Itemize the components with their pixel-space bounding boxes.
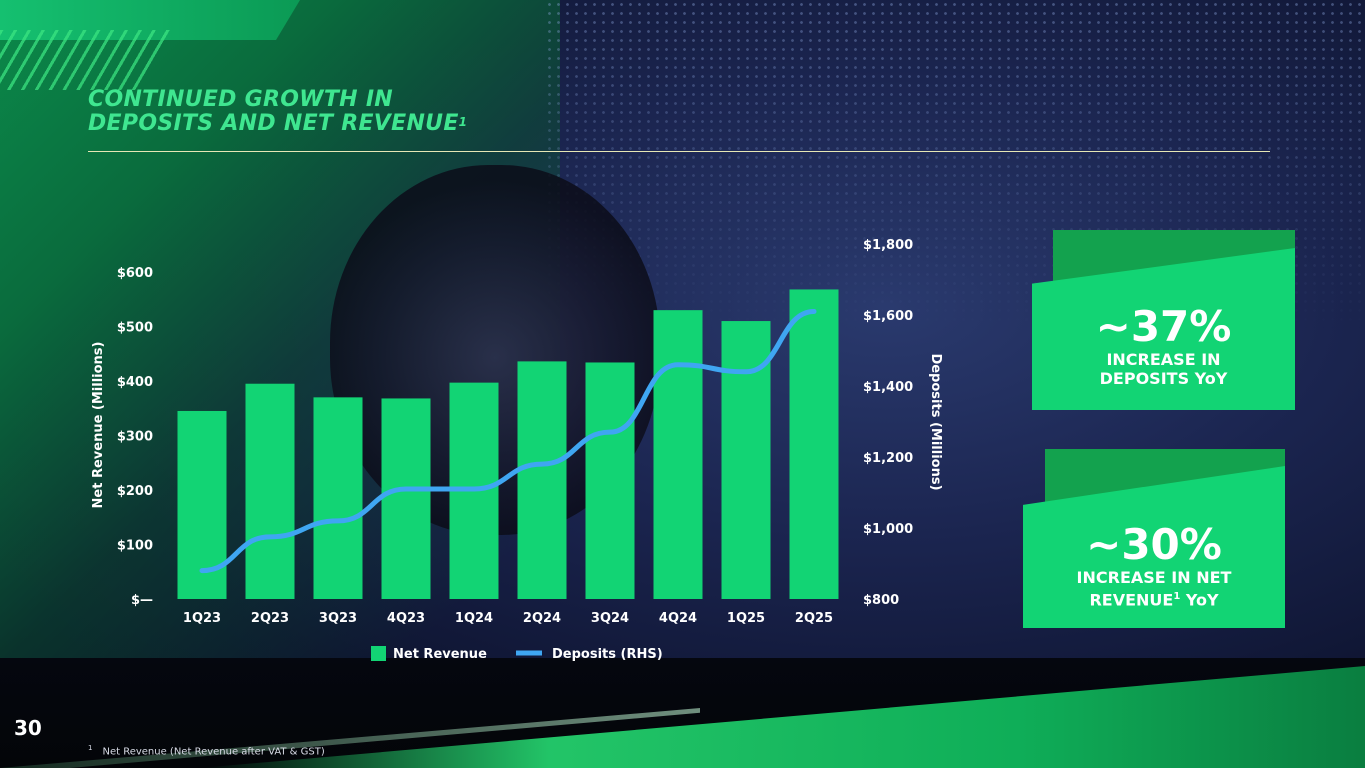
y-tick-label-left: $600 xyxy=(117,266,153,281)
y-tick-label-right: $1,200 xyxy=(863,451,913,466)
stat-net-revenue-footnote-marker: 1 xyxy=(1173,591,1181,603)
legend-label-net-revenue: Net Revenue xyxy=(393,647,487,662)
legend-swatch-net-revenue xyxy=(371,646,386,661)
bar-4Q23 xyxy=(381,398,431,599)
x-tick-label: 2Q24 xyxy=(523,611,561,626)
legend-label-deposits: Deposits (RHS) xyxy=(552,647,663,662)
x-tick-label: 1Q25 xyxy=(727,611,765,626)
title-line-2-text: DEPOSITS AND NET REVENUE xyxy=(88,111,459,136)
page-title: CONTINUED GROWTH IN DEPOSITS AND NET REV… xyxy=(88,88,788,136)
stat-net-revenue-value: ~30% xyxy=(1086,520,1222,570)
bar-2Q25 xyxy=(789,289,839,599)
stat-deposits-label-1: INCREASE IN xyxy=(1106,350,1221,369)
title-line-1: CONTINUED GROWTH IN xyxy=(88,87,394,112)
x-tick-label: 1Q23 xyxy=(183,611,221,626)
stat-net-revenue-label-2-text: REVENUE xyxy=(1089,590,1174,610)
bar-2Q23 xyxy=(245,383,295,599)
y-tick-label-right: $1,800 xyxy=(863,238,913,253)
x-tick-label: 1Q24 xyxy=(455,611,493,626)
deposits-line xyxy=(199,308,817,574)
x-tick-label: 2Q23 xyxy=(251,611,289,626)
stat-net-revenue-card: ~30% INCREASE IN NET REVENUE1 YoY xyxy=(1023,466,1285,628)
y-tick-label-left: $300 xyxy=(117,430,153,445)
x-tick-label: 4Q23 xyxy=(387,611,425,626)
y-tick-label-left: $500 xyxy=(117,321,153,336)
page-number: 30 xyxy=(14,716,42,740)
stat-net-revenue-label-2-suffix: YoY xyxy=(1180,590,1219,610)
stat-net-revenue-label-1: INCREASE IN NET xyxy=(1076,568,1232,588)
bar-2Q24 xyxy=(517,361,567,599)
x-tick-label: 3Q24 xyxy=(591,611,629,626)
bar-3Q23 xyxy=(313,397,363,599)
title-line-2: DEPOSITS AND NET REVENUE1 xyxy=(88,112,788,136)
y-tick-label-left: $— xyxy=(131,593,153,608)
y-tick-label-left: $200 xyxy=(117,484,153,499)
y-tick-label-right: $1,400 xyxy=(863,380,913,395)
footnote: 1 Net Revenue (Net Revenue after VAT & GS… xyxy=(88,744,325,757)
footnote-text: Net Revenue (Net Revenue after VAT & GST… xyxy=(102,746,325,758)
x-tick-label: 4Q24 xyxy=(659,611,697,626)
title-divider xyxy=(88,151,1270,152)
y-tick-label-left: $400 xyxy=(117,375,153,390)
y-tick-label-left: $100 xyxy=(117,539,153,554)
y-tick-label-right: $1,600 xyxy=(863,309,913,324)
y-axis-title-left: Net Revenue (Millions) xyxy=(91,342,106,509)
x-tick-label: 2Q25 xyxy=(795,611,833,626)
title-footnote-marker: 1 xyxy=(458,115,468,129)
stat-net-revenue-label-2: REVENUE1 YoY xyxy=(1089,587,1219,610)
y-tick-label-right: $800 xyxy=(863,593,899,608)
stat-deposits-value: ~37% xyxy=(1095,302,1232,351)
y-axis-title-right: Deposits (Millions) xyxy=(928,353,943,490)
x-tick-label: 3Q23 xyxy=(319,611,357,626)
y-tick-label-right: $1,000 xyxy=(863,522,913,537)
bar-4Q24 xyxy=(653,310,703,599)
stat-deposits-label-2: DEPOSITS YoY xyxy=(1099,369,1228,388)
bar-3Q24 xyxy=(585,362,635,599)
footnote-marker: 1 xyxy=(88,744,93,752)
